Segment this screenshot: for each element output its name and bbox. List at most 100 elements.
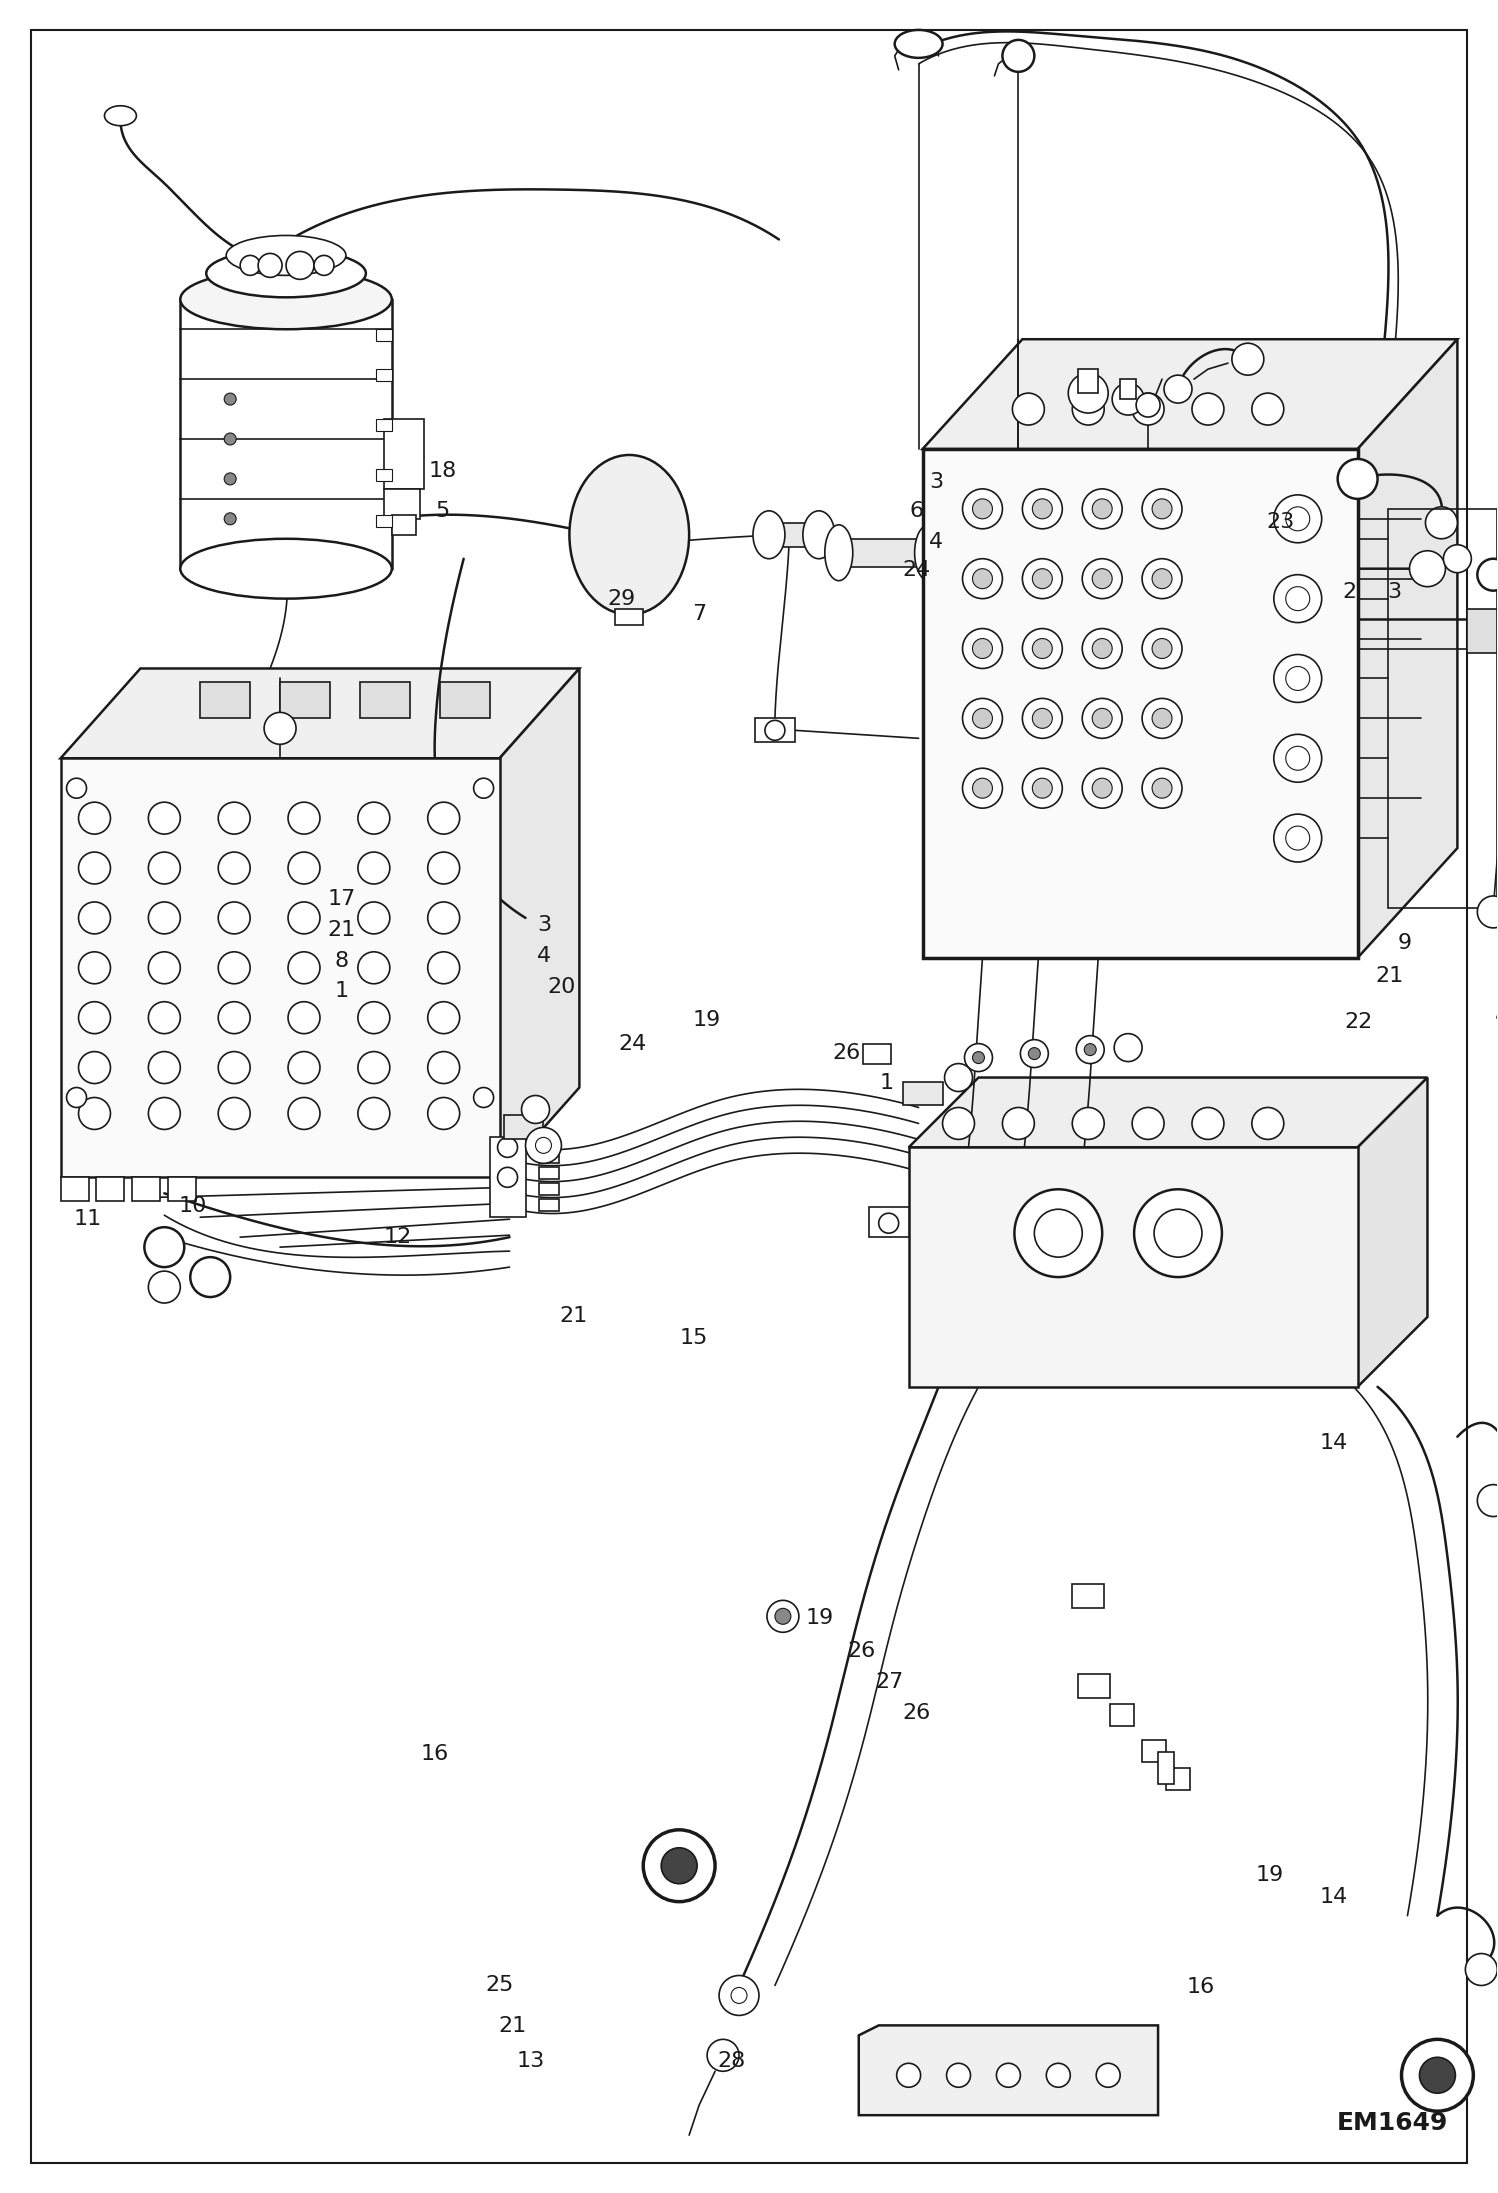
Circle shape bbox=[1082, 697, 1122, 739]
Circle shape bbox=[1032, 708, 1052, 728]
Bar bbox=[869, 1208, 909, 1237]
Circle shape bbox=[190, 1257, 231, 1296]
Circle shape bbox=[1046, 2064, 1070, 2088]
Ellipse shape bbox=[207, 250, 366, 298]
Bar bbox=[1387, 509, 1498, 908]
Circle shape bbox=[1152, 779, 1171, 798]
Circle shape bbox=[219, 853, 250, 884]
Circle shape bbox=[1034, 1208, 1082, 1257]
Circle shape bbox=[148, 1096, 180, 1129]
Circle shape bbox=[521, 1096, 550, 1123]
Circle shape bbox=[428, 1002, 460, 1033]
Circle shape bbox=[358, 1096, 389, 1129]
Text: 21: 21 bbox=[560, 1305, 589, 1327]
Circle shape bbox=[1273, 735, 1321, 783]
Circle shape bbox=[78, 952, 111, 985]
Text: 19: 19 bbox=[1255, 1864, 1284, 1886]
Circle shape bbox=[473, 779, 493, 798]
Ellipse shape bbox=[180, 539, 392, 599]
Circle shape bbox=[1002, 1107, 1034, 1140]
Text: 3: 3 bbox=[929, 471, 944, 493]
Circle shape bbox=[535, 1138, 551, 1154]
Ellipse shape bbox=[569, 454, 689, 614]
Circle shape bbox=[965, 1044, 993, 1072]
Bar bbox=[168, 1178, 196, 1202]
Circle shape bbox=[1285, 667, 1309, 691]
Text: 25: 25 bbox=[485, 1974, 514, 1996]
Circle shape bbox=[661, 1849, 697, 1884]
Text: 10: 10 bbox=[178, 1195, 207, 1217]
Circle shape bbox=[1273, 496, 1321, 542]
Text: 4: 4 bbox=[929, 531, 944, 553]
Circle shape bbox=[225, 474, 237, 485]
Text: 11: 11 bbox=[73, 1208, 102, 1230]
Bar bbox=[376, 515, 392, 526]
Circle shape bbox=[1082, 559, 1122, 599]
Polygon shape bbox=[60, 669, 580, 759]
Circle shape bbox=[1420, 2057, 1456, 2094]
Bar bbox=[863, 1044, 891, 1064]
Circle shape bbox=[497, 1167, 517, 1186]
Circle shape bbox=[219, 952, 250, 985]
Bar bbox=[539, 1184, 559, 1195]
Ellipse shape bbox=[894, 31, 942, 57]
Polygon shape bbox=[858, 2026, 1158, 2116]
Text: 26: 26 bbox=[833, 1042, 860, 1064]
Circle shape bbox=[526, 1127, 562, 1162]
Circle shape bbox=[1020, 1039, 1049, 1068]
Text: 23: 23 bbox=[1266, 511, 1294, 533]
Circle shape bbox=[1022, 697, 1062, 739]
Circle shape bbox=[1477, 897, 1498, 928]
Circle shape bbox=[996, 2064, 1020, 2088]
Circle shape bbox=[719, 1976, 759, 2015]
Circle shape bbox=[148, 952, 180, 985]
Text: 14: 14 bbox=[1320, 1886, 1348, 1908]
Circle shape bbox=[963, 697, 1002, 739]
Circle shape bbox=[643, 1829, 715, 1901]
Text: 29: 29 bbox=[608, 588, 637, 610]
Circle shape bbox=[1002, 39, 1034, 72]
Text: 28: 28 bbox=[718, 2050, 745, 2072]
Circle shape bbox=[1273, 575, 1321, 623]
Circle shape bbox=[1402, 2039, 1474, 2112]
Bar bbox=[383, 419, 424, 489]
Circle shape bbox=[1338, 458, 1378, 498]
Circle shape bbox=[1022, 559, 1062, 599]
Polygon shape bbox=[923, 340, 1458, 450]
Circle shape bbox=[428, 952, 460, 985]
Polygon shape bbox=[1357, 1077, 1428, 1386]
Circle shape bbox=[1252, 393, 1284, 425]
Circle shape bbox=[1285, 507, 1309, 531]
Circle shape bbox=[358, 1053, 389, 1083]
Bar bbox=[440, 682, 490, 719]
Circle shape bbox=[78, 853, 111, 884]
Circle shape bbox=[1092, 638, 1112, 658]
Circle shape bbox=[1141, 629, 1182, 669]
Circle shape bbox=[225, 513, 237, 524]
Text: 24: 24 bbox=[619, 1033, 647, 1055]
Bar bbox=[755, 719, 795, 741]
Circle shape bbox=[1152, 498, 1171, 520]
Bar bbox=[376, 469, 392, 480]
Circle shape bbox=[774, 1607, 791, 1625]
Circle shape bbox=[288, 853, 321, 884]
Circle shape bbox=[1073, 1107, 1104, 1140]
Bar bbox=[376, 419, 392, 432]
Circle shape bbox=[148, 803, 180, 833]
Circle shape bbox=[1273, 654, 1321, 702]
Text: 26: 26 bbox=[902, 1702, 930, 1724]
Circle shape bbox=[78, 1002, 111, 1033]
Circle shape bbox=[1014, 1189, 1103, 1276]
Ellipse shape bbox=[226, 235, 346, 276]
Circle shape bbox=[972, 779, 993, 798]
Circle shape bbox=[1082, 768, 1122, 809]
Bar bbox=[201, 682, 250, 719]
Circle shape bbox=[765, 719, 785, 741]
Circle shape bbox=[1135, 393, 1159, 417]
Circle shape bbox=[1032, 779, 1052, 798]
Text: 18: 18 bbox=[428, 461, 457, 482]
Circle shape bbox=[358, 853, 389, 884]
Circle shape bbox=[1022, 629, 1062, 669]
Ellipse shape bbox=[180, 270, 392, 329]
Text: 13: 13 bbox=[517, 2050, 545, 2072]
